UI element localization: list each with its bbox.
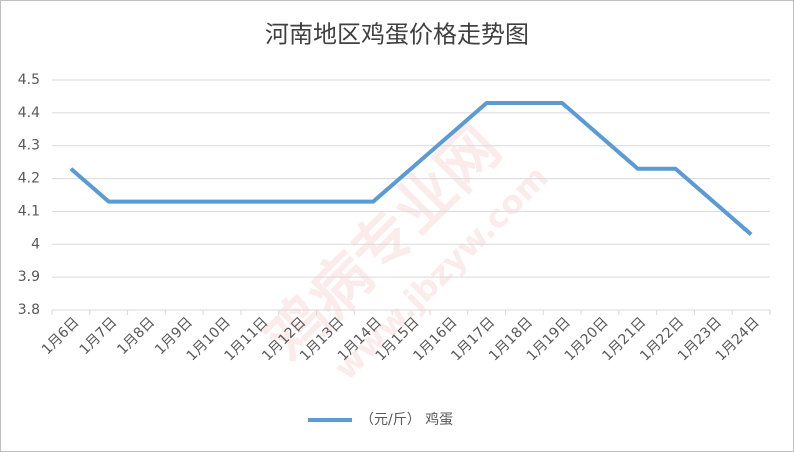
legend-label: （元/斤） 鸡蛋 [360,411,453,428]
line [69,101,753,236]
chart-title: 河南地区鸡蛋价格走势图 [265,21,529,49]
y-tick-label: 4.2 [18,171,40,187]
y-tick-label: 3.8 [18,302,40,318]
y-tick-label: 4.1 [18,203,40,219]
y-tick-label: 4.3 [18,138,40,154]
y-tick-label: 4.5 [18,72,40,88]
y-tick-label: 4.4 [18,105,40,121]
y-tick-label: 4 [31,236,40,252]
y-tick-label: 3.9 [18,269,40,285]
